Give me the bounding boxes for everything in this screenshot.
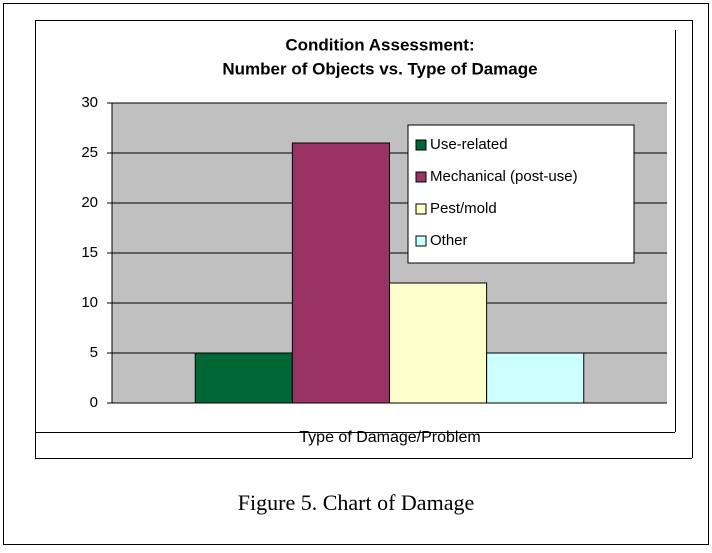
chart-subtitle: Number of Objects vs. Type of Damage [222, 59, 537, 78]
bar [389, 282, 488, 404]
y-tick-label: 15 [81, 244, 98, 261]
legend-swatch [415, 235, 427, 247]
legend-label: Pest/mold [430, 200, 497, 217]
legend-label: Other [430, 232, 468, 249]
legend-label: Use-related [430, 136, 508, 153]
figure-caption: Figure 5. Chart of Damage [238, 490, 474, 515]
outer-border [3, 3, 709, 545]
y-tick-label: 10 [81, 294, 98, 311]
legend-swatch [415, 139, 427, 151]
legend-label: Mechanical (post-use) [430, 168, 578, 185]
y-tick-label: 25 [81, 144, 98, 161]
y-tick-label: 20 [81, 194, 98, 211]
bar [194, 352, 293, 404]
y-tick-label: 0 [90, 394, 98, 411]
x-axis-title: Type of Damage/Problem [299, 429, 480, 446]
legend-box [407, 124, 635, 264]
legend-swatch [415, 171, 427, 183]
bar [291, 142, 390, 404]
legend-swatch [415, 203, 427, 215]
bar [486, 352, 585, 404]
y-tick-label: 30 [81, 94, 98, 111]
chart-title: Condition Assessment: [285, 35, 474, 54]
y-tick-label: 5 [90, 344, 98, 361]
